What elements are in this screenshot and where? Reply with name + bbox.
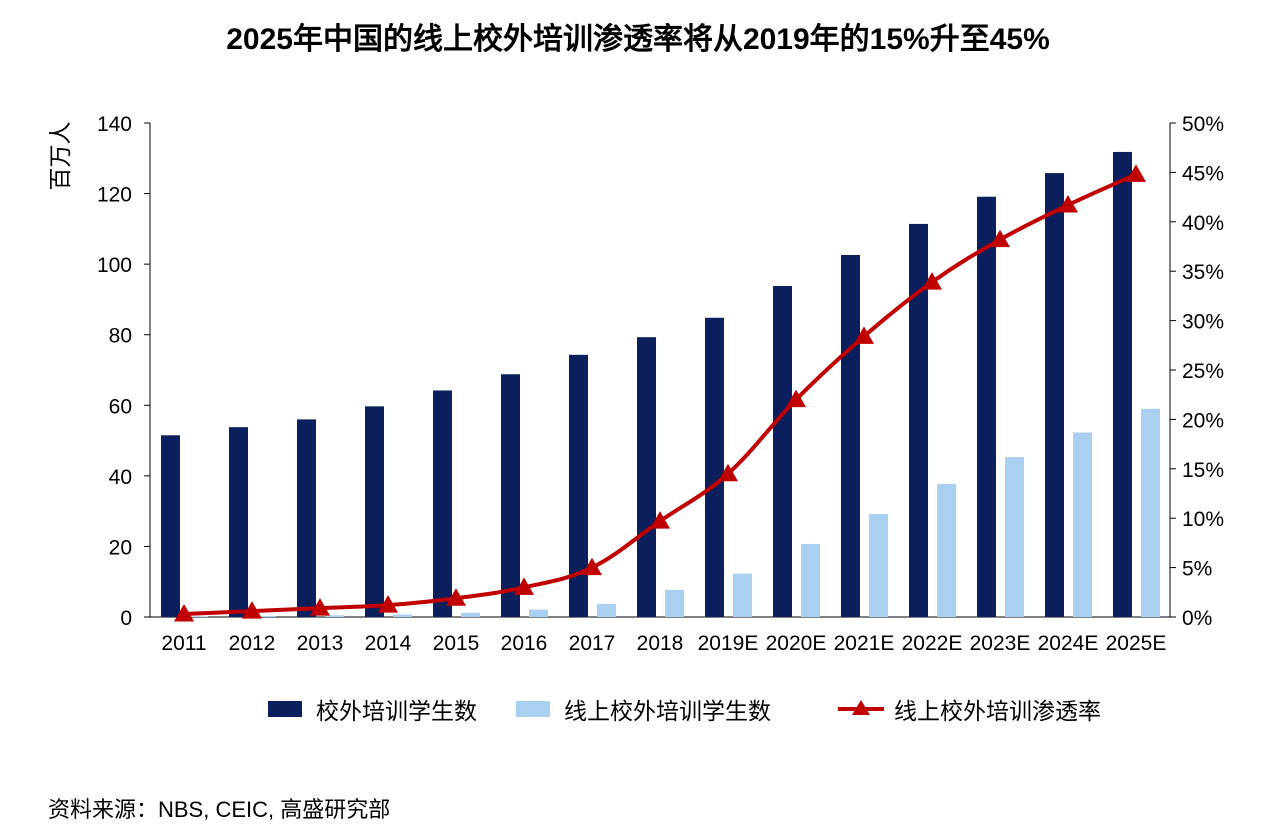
x-tick-label: 2011 [161, 632, 206, 655]
x-tick-label: 2024E [1038, 632, 1099, 655]
left-tick-label: 80 [109, 325, 132, 348]
right-tick-label: 40% [1182, 212, 1224, 235]
rate-marker [1126, 164, 1146, 182]
bar-total [433, 390, 452, 617]
bar-total [773, 286, 792, 617]
right-tick-label: 20% [1182, 409, 1224, 432]
right-tick-label: 25% [1182, 360, 1224, 383]
bar-online [461, 612, 480, 617]
x-tick-label: 2018 [637, 632, 684, 655]
bar-total [1045, 173, 1064, 617]
left-tick-label: 60 [109, 395, 132, 418]
left-tick-label: 20 [109, 536, 132, 559]
bar-online [665, 589, 684, 617]
x-tick-label: 2022E [902, 632, 963, 655]
rate-marker [242, 601, 262, 619]
legend-label-rate: 线上校外培训渗透率 [894, 698, 1101, 724]
bar-online [597, 603, 616, 617]
bar-online [325, 615, 344, 617]
rate-marker [1058, 195, 1078, 213]
x-tick-label: 2013 [297, 632, 344, 655]
bar-total [365, 406, 384, 617]
legend-item-total: 校外培训学生数 [268, 694, 477, 724]
bar-online [1141, 408, 1160, 617]
x-tick-label: 2021E [834, 632, 895, 655]
rate-marker [446, 588, 466, 606]
bar-total [501, 374, 520, 617]
legend-item-rate: 线上校外培训渗透率 [838, 694, 1101, 724]
bar-online [937, 483, 956, 617]
x-tick-label: 2016 [501, 632, 548, 655]
bar-total [977, 196, 996, 618]
x-tick-label: 2017 [569, 632, 616, 655]
right-tick-label: 15% [1182, 459, 1224, 482]
rate-marker [378, 595, 398, 613]
x-tick-label: 2012 [229, 632, 276, 655]
left-tick-label: 100 [97, 254, 132, 277]
source-note: 资料来源：NBS, CEIC, 高盛研究部 [48, 797, 391, 822]
bar-online [257, 615, 276, 617]
legend-label-online: 线上校外培训学生数 [564, 698, 771, 724]
bar-total [909, 223, 928, 617]
bar-total [1113, 151, 1132, 618]
bar-online [1005, 457, 1024, 617]
axis-labels: 0 20 40 60 80 100 120 140 0% 5% 10% 15% 20% 25% 30% 35%… [48, 113, 1224, 655]
left-tick-label: 120 [97, 184, 132, 207]
rate-marker [514, 577, 534, 595]
bar-total [569, 354, 588, 617]
bar-total [705, 317, 724, 617]
bar-series [161, 151, 1160, 618]
right-tick-label: 50% [1182, 113, 1224, 136]
x-tick-label: 2023E [970, 632, 1031, 655]
rate-marker [310, 598, 330, 616]
x-tick-label: 2025E [1106, 632, 1167, 655]
bar-total [297, 419, 316, 617]
left-tick-label: 40 [109, 466, 132, 489]
legend-swatch-online [516, 701, 550, 717]
line-series [174, 164, 1146, 622]
rate-marker [990, 229, 1010, 248]
bar-online [1073, 432, 1092, 617]
right-tick-label: 35% [1182, 261, 1224, 284]
left-tick-label: 0 [120, 607, 132, 630]
y-axis-label: 百万人 [48, 122, 74, 191]
bar-online [869, 513, 888, 617]
right-tick-label: 30% [1182, 311, 1224, 334]
legend-swatch-rate [838, 700, 884, 715]
rate-marker [174, 604, 194, 622]
left-tick-label: 140 [97, 113, 132, 136]
chart-title: 2025年中国的线上校外培训渗透率将从2019年的15%升至45% [226, 23, 1050, 56]
bar-total [161, 435, 180, 617]
bar-online [393, 614, 412, 617]
rate-marker [582, 557, 602, 576]
bar-total [637, 337, 656, 617]
x-tick-label: 2014 [365, 632, 412, 655]
axes [144, 122, 1176, 618]
bar-total [229, 427, 248, 617]
right-tick-label: 10% [1182, 508, 1224, 531]
bar-online [529, 609, 548, 617]
right-tick-label: 0% [1182, 607, 1212, 630]
right-tick-label: 5% [1182, 558, 1212, 581]
bar-online [801, 543, 820, 617]
legend-label-total: 校外培训学生数 [316, 698, 477, 724]
rate-marker [786, 389, 806, 408]
x-tick-label: 2015 [433, 632, 480, 655]
rate-marker [650, 511, 670, 529]
bar-online [733, 573, 752, 617]
x-tick-label: 2020E [766, 632, 827, 655]
x-tick-label: 2019E [698, 632, 759, 655]
bar-online [189, 616, 208, 617]
legend-item-online: 线上校外培训学生数 [516, 694, 771, 724]
bar-total [841, 254, 860, 617]
rate-marker [922, 272, 942, 290]
rate-marker [718, 463, 738, 482]
rate-marker [854, 326, 874, 344]
legend-swatch-total [268, 701, 302, 717]
rate-line [183, 172, 1137, 617]
combo-chart: 0 20 40 60 80 100 120 140 0% 5% 10% 15% 20% 25% 30% 35%… [48, 113, 1224, 655]
right-tick-label: 45% [1182, 162, 1224, 185]
